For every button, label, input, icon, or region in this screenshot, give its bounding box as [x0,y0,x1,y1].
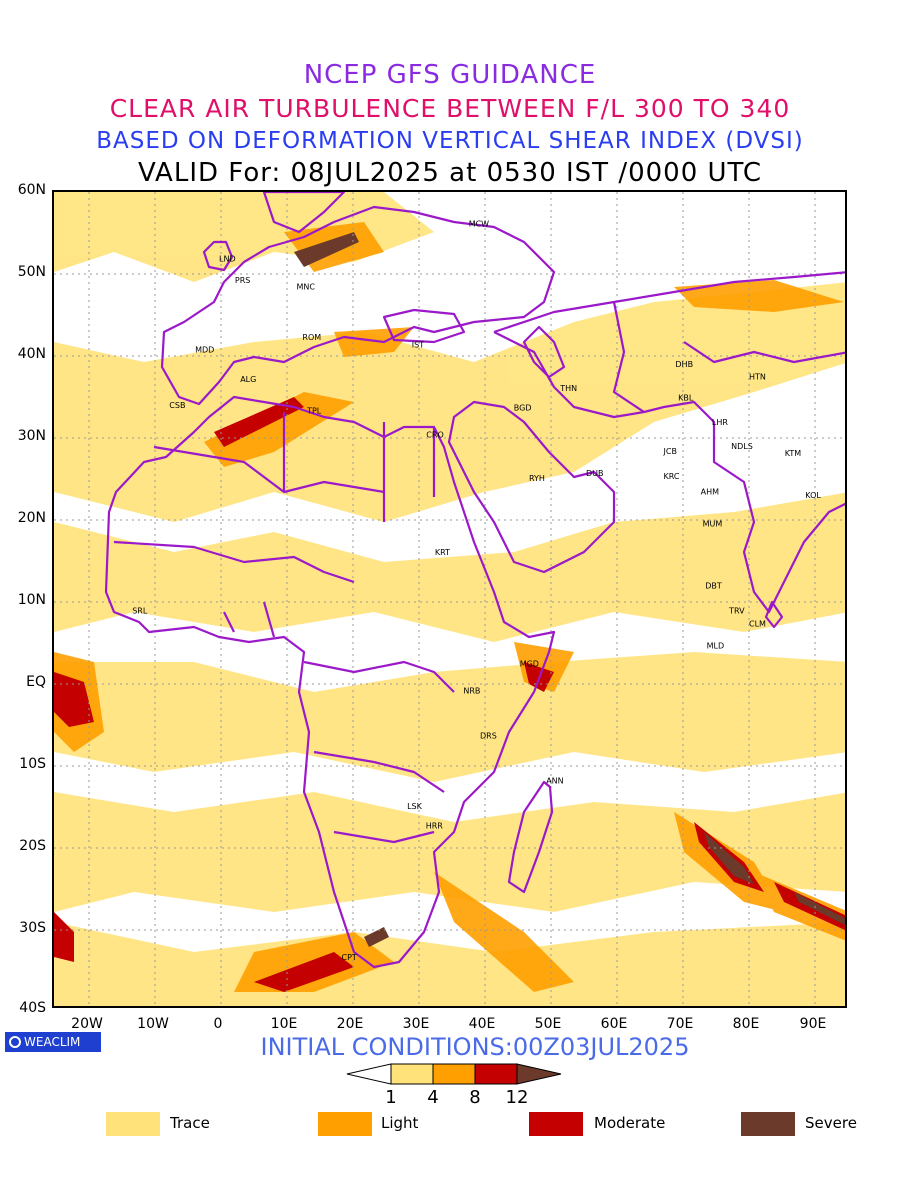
colorbar-segment-severe [516,1063,562,1085]
colorbar [346,1063,562,1085]
city-label-hrr: HRR [426,821,444,830]
city-label-krt: KRT [435,548,450,557]
city-label-bgd: BGD [514,403,532,412]
initial-conditions: INITIAL CONDITIONS:00Z03JUL2025 [260,1033,690,1061]
weaclim-logo: WEACLIM [5,1032,101,1052]
city-label-ryh: RYH [529,474,545,483]
city-label-alg: ALG [240,375,256,384]
title-method: BASED ON DEFORMATION VERTICAL SHEAR INDE… [96,128,804,154]
legend-label-trace: Trace [170,1114,210,1132]
lat-label-30s: 30S [19,920,46,936]
lon-label-10e: 10E [270,1016,298,1032]
colorbar-tick-1: 1 [385,1087,397,1108]
lon-label-40e: 40E [468,1016,496,1032]
city-label-rom: ROM [302,333,321,342]
lat-label-60n: 60N [17,182,46,198]
city-label-prs: PRS [235,276,250,285]
lon-label-50e: 50E [534,1016,562,1032]
lon-label-10w: 10W [137,1016,169,1032]
colorbar-segment-trace [390,1063,434,1085]
map-canvas: MCW LND PRS MNC ROM MDD IST ALG CSB TPL KRT CRO BGD T… [54,192,845,1006]
lat-label-20n: 20N [17,510,46,526]
city-label-mnc: MNC [297,282,316,291]
colorbar-segment-light [432,1063,476,1085]
lat-label-30n: 30N [17,428,46,444]
city-label-jcb: JCB [663,447,677,456]
title-model: NCEP GFS GUIDANCE [303,60,597,90]
city-label-csb: CSB [169,401,185,410]
city-label-lnd: LND [219,255,236,264]
city-label-krc: KRC [664,472,680,481]
lat-label-50n: 50N [17,264,46,280]
lat-lon-grid [54,192,845,1006]
city-label-dub: DUB [586,469,604,478]
city-label-kol: KOL [805,491,821,500]
turbulence-map: MCW LND PRS MNC ROM MDD IST ALG CSB TPL KRT CRO BGD T… [52,190,847,1008]
colorbar-segment-moderate [474,1063,518,1085]
lat-label-20s: 20S [19,838,46,854]
city-label-htn: HTN [749,372,766,381]
lon-label-70e: 70E [666,1016,694,1032]
city-labels: MCW LND PRS MNC ROM MDD IST ALG CSB TPL KRT CRO BGD T… [132,219,821,962]
lat-label-10s: 10S [19,756,46,772]
city-label-cpt: CPT [342,953,357,962]
city-label-drs: DRS [480,731,497,740]
legend-label-moderate: Moderate [594,1114,666,1132]
city-label-mum: MUM [703,520,723,529]
colorbar-tick-12: 12 [505,1087,529,1108]
lon-label-90e: 90E [799,1016,827,1032]
legend-label-severe: Severe [805,1114,857,1132]
colorbar-tick-8: 8 [469,1087,481,1108]
legend-swatch-moderate [529,1112,583,1136]
coastlines [104,192,845,969]
city-label-clm: CLM [749,619,766,628]
colorbar-segment-below-1 [346,1063,392,1085]
legend-label-light: Light [381,1114,419,1132]
colorbar-tick-4: 4 [427,1087,439,1108]
city-label-ktm: KTM [785,449,802,458]
legend-swatch-light [318,1112,372,1136]
logo-circle-icon [9,1036,21,1048]
city-label-mdd: MDD [195,345,214,354]
city-label-ann: ANN [546,776,563,785]
city-label-trv: TRV [728,606,745,615]
city-label-mcw: MCW [469,219,489,228]
city-label-dhb: DHB [675,360,693,369]
title-valid-time: VALID For: 08JUL2025 at 0530 IST /0000 U… [137,158,763,188]
city-label-tpl: TPL [306,407,322,416]
city-label-lhr: LHR [712,418,728,427]
lat-label-eq: EQ [26,674,46,690]
city-label-dbt: DBT [705,582,722,591]
city-label-thn: THN [559,384,577,393]
city-label-cro: CRO [426,430,443,439]
lon-label-20w: 20W [71,1016,103,1032]
legend-swatch-trace [106,1112,160,1136]
city-label-ist: IST [412,340,424,349]
city-label-mgd: MGD [520,659,539,668]
lat-label-40n: 40N [17,346,46,362]
city-label-srl: SRL [132,606,148,615]
city-label-nrb: NRB [463,686,480,695]
city-label-mld: MLD [707,641,725,650]
lon-label-30e: 30E [402,1016,430,1032]
title-product: CLEAR AIR TURBULENCE BETWEEN F/L 300 TO … [109,94,791,123]
legend-swatch-severe [741,1112,795,1136]
city-label-kbl: KBL [678,394,694,403]
city-label-ahm: AHM [701,488,719,497]
city-label-lsk: LSK [407,802,423,811]
city-label-ndls: NDLS [731,442,753,451]
lon-label-80e: 80E [732,1016,760,1032]
turbulence-shading [54,192,845,1006]
lon-label-20e: 20E [336,1016,364,1032]
logo-text: WEACLIM [24,1035,81,1049]
lon-label-0: 0 [213,1016,223,1032]
lat-label-40s: 40S [19,1000,46,1016]
lon-label-60e: 60E [600,1016,628,1032]
lat-label-10n: 10N [17,592,46,608]
